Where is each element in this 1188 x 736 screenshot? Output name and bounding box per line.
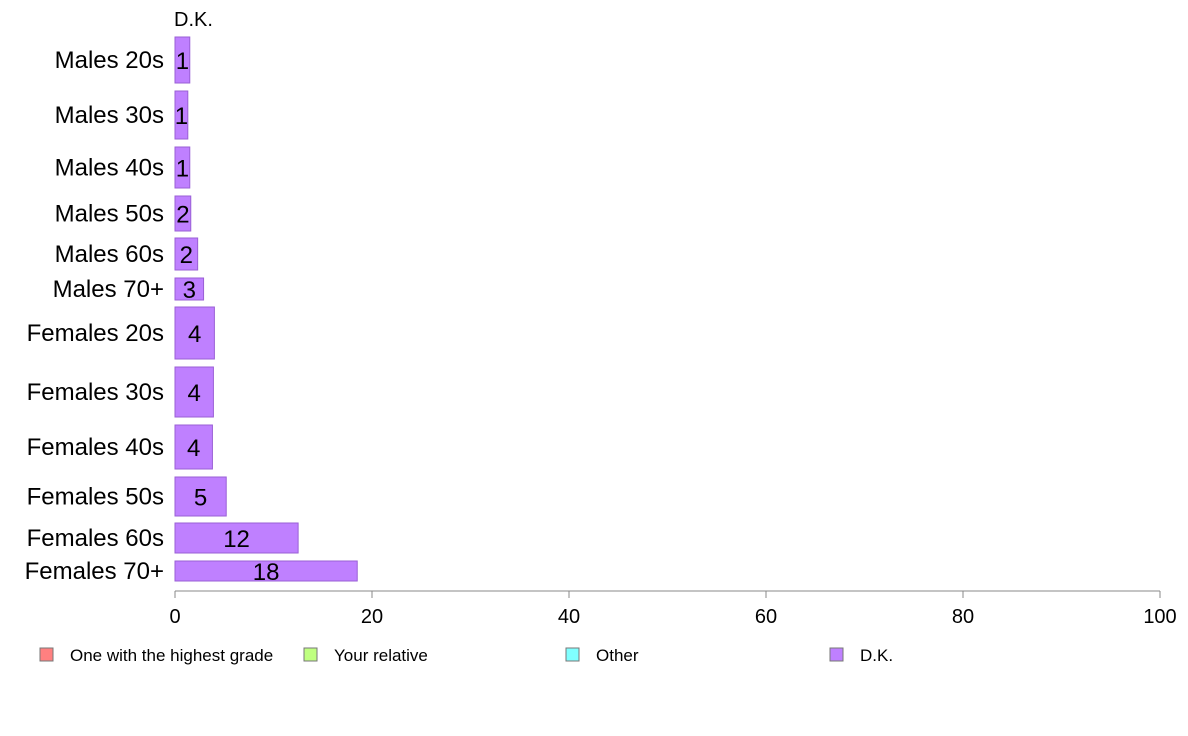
legend-label: Other (596, 646, 639, 665)
bar-10 (174, 522, 299, 554)
legend-swatch (829, 647, 844, 662)
x-tick-label: 0 (169, 606, 180, 628)
legend-label: One with the highest grade (70, 646, 273, 665)
value-label: 2 (180, 242, 193, 269)
value-label: 3 (183, 277, 196, 304)
legend-label: D.K. (860, 646, 893, 665)
category-label: Males 60s (55, 241, 164, 268)
category-label: Females 40s (27, 434, 164, 461)
bar-2 (174, 146, 191, 189)
x-tick-label: 100 (1143, 606, 1176, 628)
category-label: Males 40s (55, 155, 164, 182)
bar-5 (174, 277, 205, 301)
legend-swatch (565, 647, 580, 662)
bar-9 (174, 476, 227, 517)
category-label: Females 50s (27, 484, 164, 511)
bar-6 (174, 306, 215, 360)
category-label: Females 60s (27, 525, 164, 552)
value-label: 4 (188, 380, 201, 407)
bar-8 (174, 424, 213, 470)
bar-0 (174, 36, 191, 84)
category-label: Females 30s (27, 379, 164, 406)
category-label: Males 20s (55, 47, 164, 74)
category-label: Males 50s (55, 201, 164, 228)
value-label: 2 (176, 202, 189, 229)
series-label-top: D.K. (174, 9, 213, 31)
x-tick-label: 60 (755, 606, 777, 628)
value-label: 4 (187, 435, 200, 462)
category-labels: Males 20s Males 30s Males 40s Males 50s Male… (25, 47, 164, 585)
bars-group (174, 36, 358, 582)
category-label: Males 30s (55, 102, 164, 129)
value-label: 5 (194, 485, 207, 512)
value-label: 1 (175, 103, 188, 130)
x-tick-label: 40 (558, 606, 580, 628)
bar-1 (174, 90, 189, 140)
x-tick-label: 20 (361, 606, 383, 628)
legend-swatch (303, 647, 318, 662)
value-label: 12 (223, 526, 250, 553)
category-label: Males 70+ (53, 276, 164, 303)
bar-7 (174, 366, 214, 418)
bar-3 (174, 195, 192, 232)
value-label: 1 (176, 48, 189, 75)
legend-label: Your relative (334, 646, 428, 665)
x-axis: 0 20 40 60 80 100 (169, 590, 1177, 628)
value-label: 4 (188, 321, 201, 348)
category-label: Females 20s (27, 320, 164, 347)
bar-11 (174, 560, 358, 582)
legend-swatch (39, 647, 54, 662)
x-tick-label: 80 (952, 606, 974, 628)
category-label: Females 70+ (25, 558, 164, 585)
legend: One with the highest grade Your relative O… (39, 646, 893, 665)
value-label: 18 (253, 559, 280, 586)
value-label: 1 (176, 156, 189, 183)
bar-4 (174, 237, 199, 271)
